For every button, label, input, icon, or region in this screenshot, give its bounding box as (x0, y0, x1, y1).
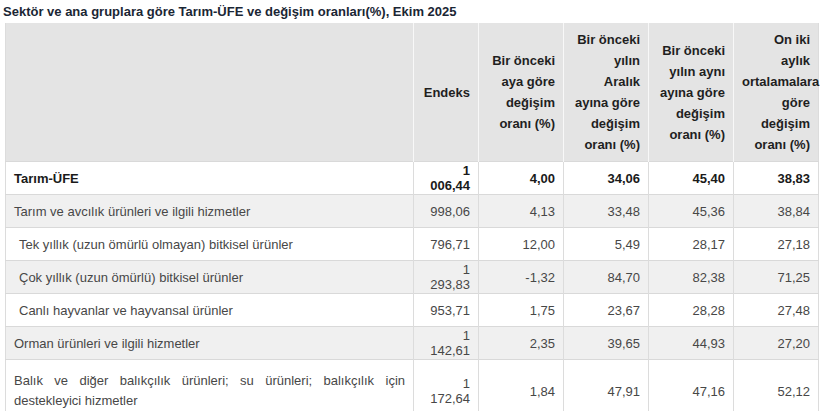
value-cell: 23,67 (564, 294, 649, 327)
value-cell: 1 006,44 (414, 162, 479, 195)
row-label: Çok yıllık (uzun ömürlü) bitkisel ürünle… (6, 261, 414, 294)
table-row: Çok yıllık (uzun ömürlü) bitkisel ürünle… (6, 261, 819, 294)
table-row: Tarım-ÜFE 1 006,44 4,00 34,06 45,40 38,8… (6, 162, 819, 195)
value-cell: 1 293,83 (414, 261, 479, 294)
value-cell: 2,35 (479, 327, 564, 360)
col-header-twelve-month-avg-change: On iki aylık ortalamalara göre değişim o… (734, 23, 819, 162)
page-title: Sektör ve ana gruplara göre Tarım-ÜFE ve… (0, 0, 820, 20)
row-label: Tek yıllık (uzun ömürlü olmayan) bitkise… (6, 228, 414, 261)
table-row: Balık ve diğer balıkçılık ürünleri; su ü… (6, 360, 819, 411)
value-cell: 1 172,64 (414, 360, 479, 411)
value-cell: 12,00 (479, 228, 564, 261)
value-cell: 796,71 (414, 228, 479, 261)
value-cell: 5,49 (564, 228, 649, 261)
table-row: Orman ürünleri ve ilgili hizmetler 1 142… (6, 327, 819, 360)
value-cell: 27,20 (734, 327, 819, 360)
value-cell: 45,36 (649, 195, 734, 228)
value-cell: 38,83 (734, 162, 819, 195)
value-cell: 953,71 (414, 294, 479, 327)
value-cell: 1 142,61 (414, 327, 479, 360)
value-cell: 27,48 (734, 294, 819, 327)
value-cell: 71,25 (734, 261, 819, 294)
table-header: Endeks Bir önceki aya göre değişim oranı… (6, 23, 819, 162)
table-body: Tarım-ÜFE 1 006,44 4,00 34,06 45,40 38,8… (6, 162, 819, 411)
agri-ppi-table: Endeks Bir önceki aya göre değişim oranı… (5, 23, 819, 411)
table-row: Canlı hayvanlar ve hayvansal ürünler 953… (6, 294, 819, 327)
value-cell: 38,84 (734, 195, 819, 228)
value-cell: 82,38 (649, 261, 734, 294)
row-label: Tarım ve avcılık ürünleri ve ilgili hizm… (6, 195, 414, 228)
row-label: Canlı hayvanlar ve hayvansal ürünler (6, 294, 414, 327)
value-cell: -1,32 (479, 261, 564, 294)
value-cell: 47,91 (564, 360, 649, 411)
value-cell: 45,40 (649, 162, 734, 195)
value-cell: 47,16 (649, 360, 734, 411)
value-cell: 44,93 (649, 327, 734, 360)
value-cell: 84,70 (564, 261, 649, 294)
value-cell: 28,28 (649, 294, 734, 327)
value-cell: 34,06 (564, 162, 649, 195)
row-label: Orman ürünleri ve ilgili hizmetler (6, 327, 414, 360)
col-header-index: Endeks (414, 23, 479, 162)
value-cell: 28,17 (649, 228, 734, 261)
col-header-monthly-change: Bir önceki aya göre değişim oranı (%) (479, 23, 564, 162)
value-cell: 1,84 (479, 360, 564, 411)
table-row: Tarım ve avcılık ürünleri ve ilgili hizm… (6, 195, 819, 228)
value-cell: 998,06 (414, 195, 479, 228)
table-row: Tek yıllık (uzun ömürlü olmayan) bitkise… (6, 228, 819, 261)
value-cell: 39,65 (564, 327, 649, 360)
corner-cell (6, 23, 414, 162)
value-cell: 4,00 (479, 162, 564, 195)
value-cell: 52,12 (734, 360, 819, 411)
row-label: Tarım-ÜFE (6, 162, 414, 195)
value-cell: 1,75 (479, 294, 564, 327)
col-header-since-december-change: Bir önceki yılın Aralık ayına göre değiş… (564, 23, 649, 162)
row-label: Balık ve diğer balıkçılık ürünleri; su ü… (6, 360, 414, 411)
value-cell: 27,18 (734, 228, 819, 261)
col-header-year-over-year-change: Bir önceki yılın aynı ayına göre değişim… (649, 23, 734, 162)
header-row: Endeks Bir önceki aya göre değişim oranı… (6, 23, 819, 162)
value-cell: 33,48 (564, 195, 649, 228)
value-cell: 4,13 (479, 195, 564, 228)
